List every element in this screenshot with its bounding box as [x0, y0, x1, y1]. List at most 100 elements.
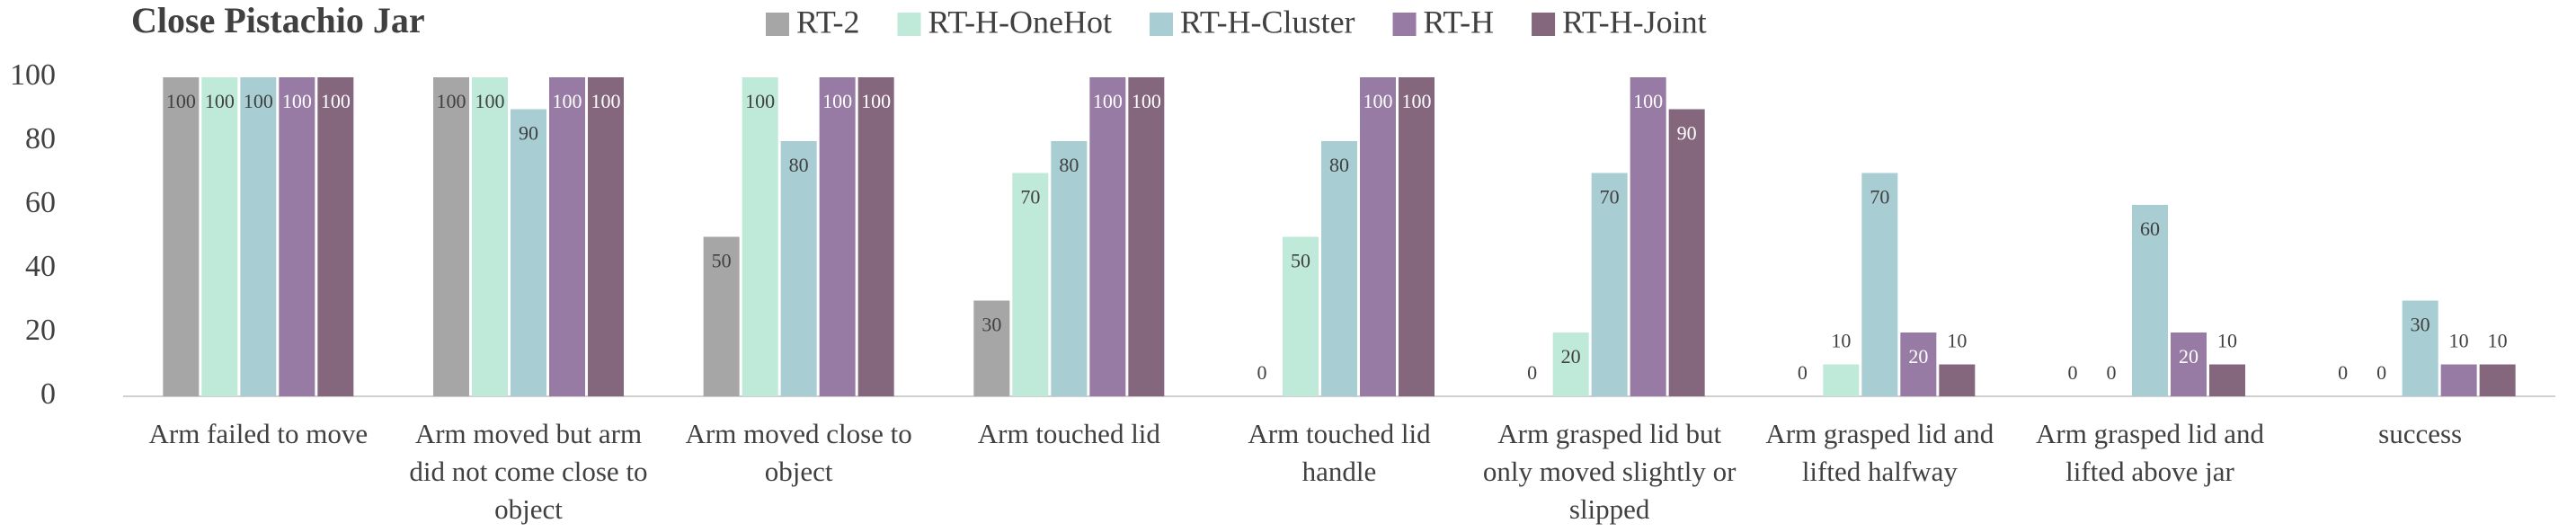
value-label: 100 — [553, 90, 582, 112]
value-label: 90 — [1677, 122, 1697, 145]
value-label: 100 — [822, 90, 852, 112]
bar — [2209, 364, 2245, 396]
value-label: 100 — [437, 90, 466, 112]
x-tick-label: Arm grasped lid but only moved slightly … — [1482, 418, 1737, 525]
value-label: 80 — [1329, 154, 1349, 176]
bar — [2171, 332, 2207, 396]
value-label: 0 — [2338, 361, 2348, 384]
legend-swatch — [1532, 13, 1556, 36]
value-label: 70 — [1870, 186, 1889, 208]
bar — [588, 77, 624, 396]
bar — [1939, 364, 1976, 396]
value-label: 10 — [1831, 330, 1851, 352]
value-label: 50 — [712, 250, 732, 272]
y-tick-label: 100 — [10, 58, 56, 92]
value-label: 0 — [1527, 361, 1537, 384]
x-tick-label: Arm failed to move — [148, 418, 369, 449]
value-label: 20 — [2179, 345, 2198, 368]
value-label: 100 — [475, 90, 505, 112]
x-tick-label: Arm moved close to object — [685, 418, 912, 487]
bar — [1630, 77, 1666, 396]
value-label: 30 — [2411, 314, 2430, 336]
bar — [1399, 77, 1435, 396]
bar — [201, 77, 238, 396]
bar — [703, 236, 740, 396]
value-label: 20 — [1561, 345, 1581, 368]
value-label: 0 — [1798, 361, 1808, 384]
legend-swatch — [766, 13, 789, 36]
bar — [1089, 77, 1126, 396]
value-label: 10 — [2217, 330, 2237, 352]
bar — [1552, 332, 1589, 396]
value-label: 50 — [1291, 250, 1310, 272]
value-label: 100 — [282, 90, 312, 112]
value-label: 100 — [244, 90, 273, 112]
x-tick-label: Arm touched lid handle — [1248, 418, 1431, 487]
bar — [1823, 364, 1860, 396]
bar — [780, 141, 817, 396]
value-label: 100 — [1633, 90, 1663, 112]
legend-swatch — [1392, 13, 1417, 36]
y-tick-label: 40 — [25, 250, 56, 283]
bar — [163, 77, 200, 396]
value-label: 100 — [1364, 90, 1393, 112]
bar — [1128, 77, 1165, 396]
value-label: 100 — [205, 90, 235, 112]
value-label: 100 — [321, 90, 351, 112]
value-label: 60 — [2140, 217, 2160, 240]
x-tick-label: Arm moved but arm did not come close to … — [409, 418, 648, 525]
bar — [819, 77, 856, 396]
bar — [1283, 236, 1319, 396]
bar — [1861, 173, 1898, 396]
bar — [240, 77, 277, 396]
value-label: 70 — [1020, 186, 1040, 208]
value-label: 10 — [2449, 330, 2469, 352]
bar — [2402, 300, 2438, 396]
legend-swatch — [897, 13, 921, 36]
value-label: 20 — [1908, 345, 1928, 368]
y-tick-label: 60 — [25, 186, 56, 219]
value-label: 0 — [2107, 361, 2117, 384]
legend-label: RT-2 — [796, 4, 860, 40]
value-label: 80 — [1059, 154, 1079, 176]
value-label: 70 — [1600, 186, 1620, 208]
value-label: 100 — [166, 90, 196, 112]
x-tick-label: success — [2378, 418, 2463, 449]
bar — [1051, 141, 1088, 396]
value-label: 30 — [982, 314, 1001, 336]
bar — [2440, 364, 2477, 396]
value-label: 100 — [745, 90, 775, 112]
bar — [279, 77, 315, 396]
bar — [549, 77, 585, 396]
value-label: 0 — [2376, 361, 2386, 384]
value-label: 90 — [519, 122, 538, 145]
y-tick-label: 0 — [40, 377, 56, 411]
legend-swatch — [1150, 13, 1174, 36]
value-label: 0 — [2068, 361, 2078, 384]
bar — [742, 77, 778, 396]
value-label: 100 — [861, 90, 891, 112]
value-label: 100 — [1132, 90, 1161, 112]
legend-label: RT-H — [1424, 4, 1495, 40]
value-label: 100 — [1093, 90, 1123, 112]
chart-title: Close Pistachio Jar — [131, 0, 425, 40]
x-tick-label: Arm grasped lid and lifted above jar — [2036, 418, 2264, 487]
bar — [511, 109, 546, 396]
bar — [2479, 364, 2516, 396]
value-label: 100 — [1402, 90, 1432, 112]
bar — [1321, 141, 1357, 396]
value-label: 0 — [1257, 361, 1267, 384]
bar — [472, 77, 508, 396]
bar — [973, 300, 1010, 396]
bar — [1360, 77, 1396, 396]
bar — [857, 77, 894, 396]
bar — [1900, 332, 1937, 396]
value-label: 80 — [789, 154, 809, 176]
x-tick-label: Arm grasped lid and lifted halfway — [1765, 418, 1994, 487]
value-label: 100 — [591, 90, 621, 112]
legend-label: RT-H-OneHot — [928, 4, 1113, 40]
bar — [433, 77, 469, 396]
legend-label: RT-H-Joint — [1562, 4, 1707, 40]
legend-label: RT-H-Cluster — [1180, 4, 1355, 40]
